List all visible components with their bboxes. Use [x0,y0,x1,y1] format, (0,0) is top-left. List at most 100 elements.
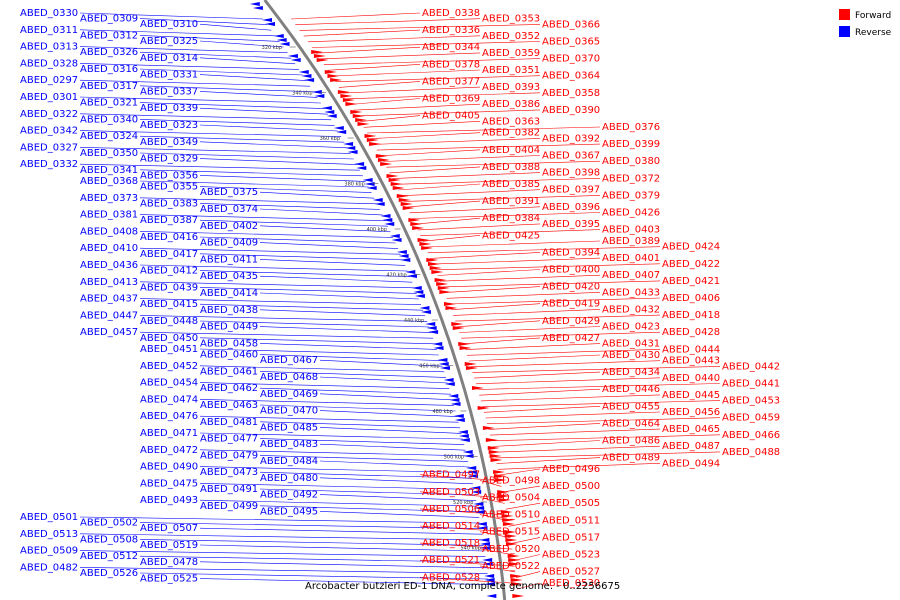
forward-gene-arrow [493,470,506,474]
forward-leader-line [502,485,541,493]
forward-gene-label: ABED_0364 [542,71,600,82]
reverse-gene-arrow [345,146,356,150]
reverse-gene-label: ABED_0508 [80,534,138,545]
forward-gene-arrow [459,346,472,350]
forward-gene-label: ABED_0399 [602,139,660,150]
reverse-leader-line [139,214,386,221]
forward-gene-arrow [352,114,365,118]
forward-gene-arrow [477,406,490,410]
reverse-gene-arrow [479,542,490,546]
forward-leader-line [327,64,421,71]
reverse-gene-label: ABED_0450 [140,333,198,344]
forward-leader-line [417,223,541,231]
forward-gene-label: ABED_0382 [482,128,540,139]
forward-gene-arrow [439,290,452,294]
genome-backbone [263,0,507,600]
reverse-gene-label: ABED_0476 [140,411,198,422]
reverse-gene-label: ABED_0447 [80,310,138,321]
forward-gene-label: ABED_0530 [542,578,600,589]
forward-leader-line [386,160,601,168]
reverse-gene-label: ABED_0480 [260,473,318,484]
reverse-gene-label: ABED_0513 [20,529,78,540]
scale-tick-label: 360 kbp [320,136,340,142]
reverse-gene-label: ABED_0415 [140,299,198,310]
reverse-leader-line [79,12,263,20]
reverse-gene-label: ABED_0373 [80,193,138,204]
forward-gene-arrow [330,78,343,82]
reverse-gene-label: ABED_0519 [140,540,198,551]
forward-gene-arrow [427,262,440,266]
forward-gene-label: ABED_0426 [602,208,660,219]
forward-gene-label: ABED_0418 [662,310,720,321]
forward-gene-arrow [488,450,501,454]
reverse-gene-label: ABED_0311 [20,25,78,36]
reverse-leader-line [139,331,434,339]
reverse-gene-label: ABED_0475 [140,478,198,489]
reverse-leader-line [199,449,467,457]
map-caption: Arcobacter butzleri ED-1 DNA, complete g… [305,581,620,592]
forward-gene-label: ABED_0510 [482,510,540,521]
reverse-gene-label: ABED_0472 [140,445,198,456]
reverse-leader-line [199,270,410,277]
reverse-gene-arrow [420,310,431,314]
forward-leader-line [479,548,514,556]
forward-gene-label: ABED_0441 [722,379,780,390]
reverse-gene-label: ABED_0435 [200,271,258,282]
reverse-gene-arrow [398,254,409,258]
forward-leader-line [349,98,421,105]
forward-leader-line [432,257,601,265]
forward-gene-arrow [505,538,518,542]
forward-gene-label: ABED_0365 [542,37,600,48]
forward-gene-label: ABED_0444 [662,344,720,355]
reverse-leader-line [139,315,428,322]
reverse-leader-line [259,275,413,283]
forward-gene-label: ABED_0504 [482,493,540,504]
forward-leader-line [435,263,661,271]
reverse-gene-arrow [249,2,260,6]
forward-gene-label: ABED_0372 [602,173,660,184]
reverse-gene-arrow [264,22,275,26]
forward-gene-label: ABED_0431 [602,339,660,350]
scale-tick-label: 400 kbp [367,227,387,233]
reverse-gene-label: ABED_0310 [140,19,198,30]
reverse-leader-line [199,57,296,65]
forward-leader-line [409,206,541,214]
forward-gene-arrow [443,302,456,306]
forward-leader-line [508,520,541,527]
forward-leader-line [444,286,541,293]
forward-gene-arrow [377,158,390,162]
reverse-gene-label: ABED_0330 [20,8,78,19]
reverse-gene-label: ABED_0339 [140,103,198,114]
forward-gene-label: ABED_0420 [542,282,600,293]
reverse-gene-label: ABED_0350 [80,148,138,159]
reverse-gene-arrow [287,54,298,58]
reverse-leader-line [199,320,430,328]
reverse-gene-arrow [476,522,487,526]
reverse-gene-arrow [321,106,332,110]
reverse-gene-arrow [279,42,290,46]
reverse-gene-arrow [466,466,477,470]
reverse-gene-label: ABED_0402 [200,221,258,232]
forward-gene-label: ABED_0514 [422,521,480,532]
reverse-gene-label: ABED_0437 [80,294,138,305]
reverse-gene-label: ABED_0491 [200,484,258,495]
reverse-leader-line [199,186,372,193]
forward-gene-arrow [472,386,484,390]
reverse-gene-label: ABED_0502 [80,518,138,529]
forward-leader-line [342,86,481,94]
forward-gene-arrow [494,478,507,482]
reverse-gene-arrow [432,342,443,346]
reverse-gene-arrow [474,506,485,510]
forward-gene-label: ABED_0366 [542,19,600,30]
reverse-leader-line [139,18,268,25]
reverse-gene-label: ABED_0309 [80,14,138,25]
forward-gene-label: ABED_0427 [542,333,600,344]
forward-gene-arrow [500,510,513,514]
forward-gene-arrow [408,218,421,222]
forward-gene-label: ABED_0429 [542,316,600,327]
reverse-leader-line [199,40,284,48]
reverse-gene-arrow [474,510,485,514]
forward-leader-line [439,274,601,282]
reverse-gene-arrow [453,414,464,418]
reverse-gene-label: ABED_0492 [260,490,318,501]
